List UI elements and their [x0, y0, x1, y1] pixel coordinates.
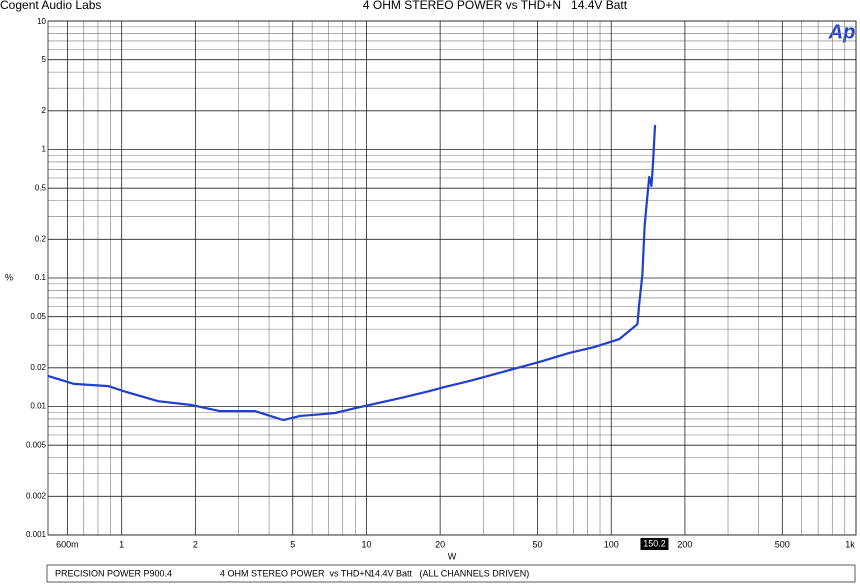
x-tick-label: 1k: [845, 539, 855, 549]
y-tick-label: 0.005: [26, 440, 47, 449]
logo: Ap: [828, 21, 856, 43]
footer-text: PRECISION POWER P900.4: [55, 568, 172, 578]
x-tick-label: 10: [361, 539, 371, 549]
x-axis-label: W: [448, 551, 457, 561]
y-tick-label: 10: [37, 17, 46, 26]
y-tick-label: 0.001: [26, 530, 47, 539]
x-tick-label: 2: [193, 539, 198, 549]
y-axis-label: %: [5, 272, 13, 282]
y-tick-label: 0.05: [30, 312, 46, 321]
x-tick-label: 1: [119, 539, 124, 549]
y-tick-label: 5: [42, 55, 47, 64]
y-tick-label: 0.5: [35, 183, 47, 192]
y-tick-label: 2: [42, 106, 47, 115]
y-tick-label: 1: [42, 145, 47, 154]
x-tick-label: 200: [677, 539, 692, 549]
data-line: [47, 124, 657, 422]
x-tick-label: 600m: [56, 539, 79, 549]
plot-frame: [47, 20, 857, 536]
y-tick-label: 0.01: [30, 402, 46, 411]
footer-box: [46, 564, 856, 583]
footer-text: 14.4V Batt (ALL CHANNELS DRIVEN): [370, 568, 529, 578]
y-tick-label: 0.002: [26, 491, 47, 500]
footer-text: 4 OHM STEREO POWER vs THD+N: [220, 568, 371, 578]
cursor-box: [640, 538, 669, 550]
chart-title: 4 OHM STEREO POWER vs THD+N 14.4V Batt: [363, 0, 628, 12]
cursor-label: 150.2: [643, 538, 666, 548]
x-tick-label: 50: [533, 539, 543, 549]
x-tick-label: 500: [775, 539, 790, 549]
x-tick-label: 100: [604, 539, 619, 549]
y-tick-label: 0.1: [35, 273, 47, 282]
x-tick-label: 5: [290, 539, 295, 549]
header: Cogent Audio Labs: [0, 0, 101, 12]
y-tick-label: 0.02: [30, 363, 46, 372]
y-tick-label: 0.2: [35, 234, 47, 243]
x-tick-label: 20: [435, 539, 445, 549]
